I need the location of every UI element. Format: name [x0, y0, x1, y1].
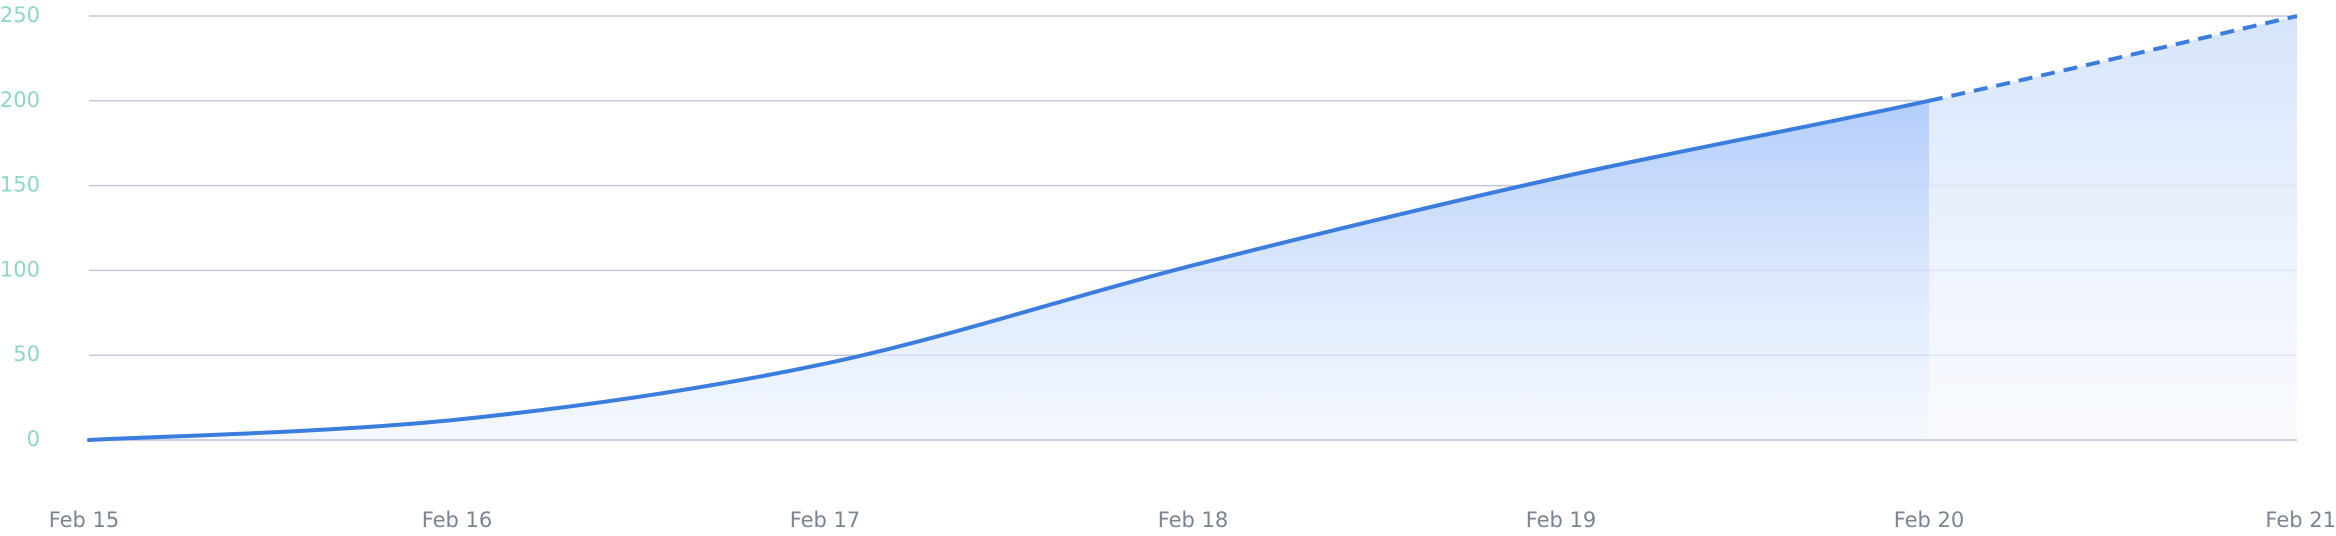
y-tick-label: 250 [0, 3, 40, 27]
line [87, 98, 1931, 442]
y-tick-label: 150 [0, 173, 40, 197]
x-tick-label: Feb 20 [1894, 508, 1965, 532]
area [89, 100, 1929, 441]
x-tick-label: Feb 16 [422, 508, 493, 532]
y-tick-label: 100 [0, 257, 40, 281]
forecast-area [1929, 16, 2297, 440]
x-tick-label: Feb 18 [1158, 508, 1229, 532]
x-tick-label: Feb 19 [1526, 508, 1597, 532]
forecast-line [1928, 14, 2298, 103]
y-tick-label: 0 [27, 427, 40, 451]
x-tick-label: Feb 15 [49, 508, 120, 532]
x-tick-label: Feb 21 [2265, 508, 2336, 532]
x-tick-label: Feb 17 [790, 508, 861, 532]
y-tick-label: 200 [0, 88, 40, 112]
y-tick-label: 50 [13, 342, 40, 366]
